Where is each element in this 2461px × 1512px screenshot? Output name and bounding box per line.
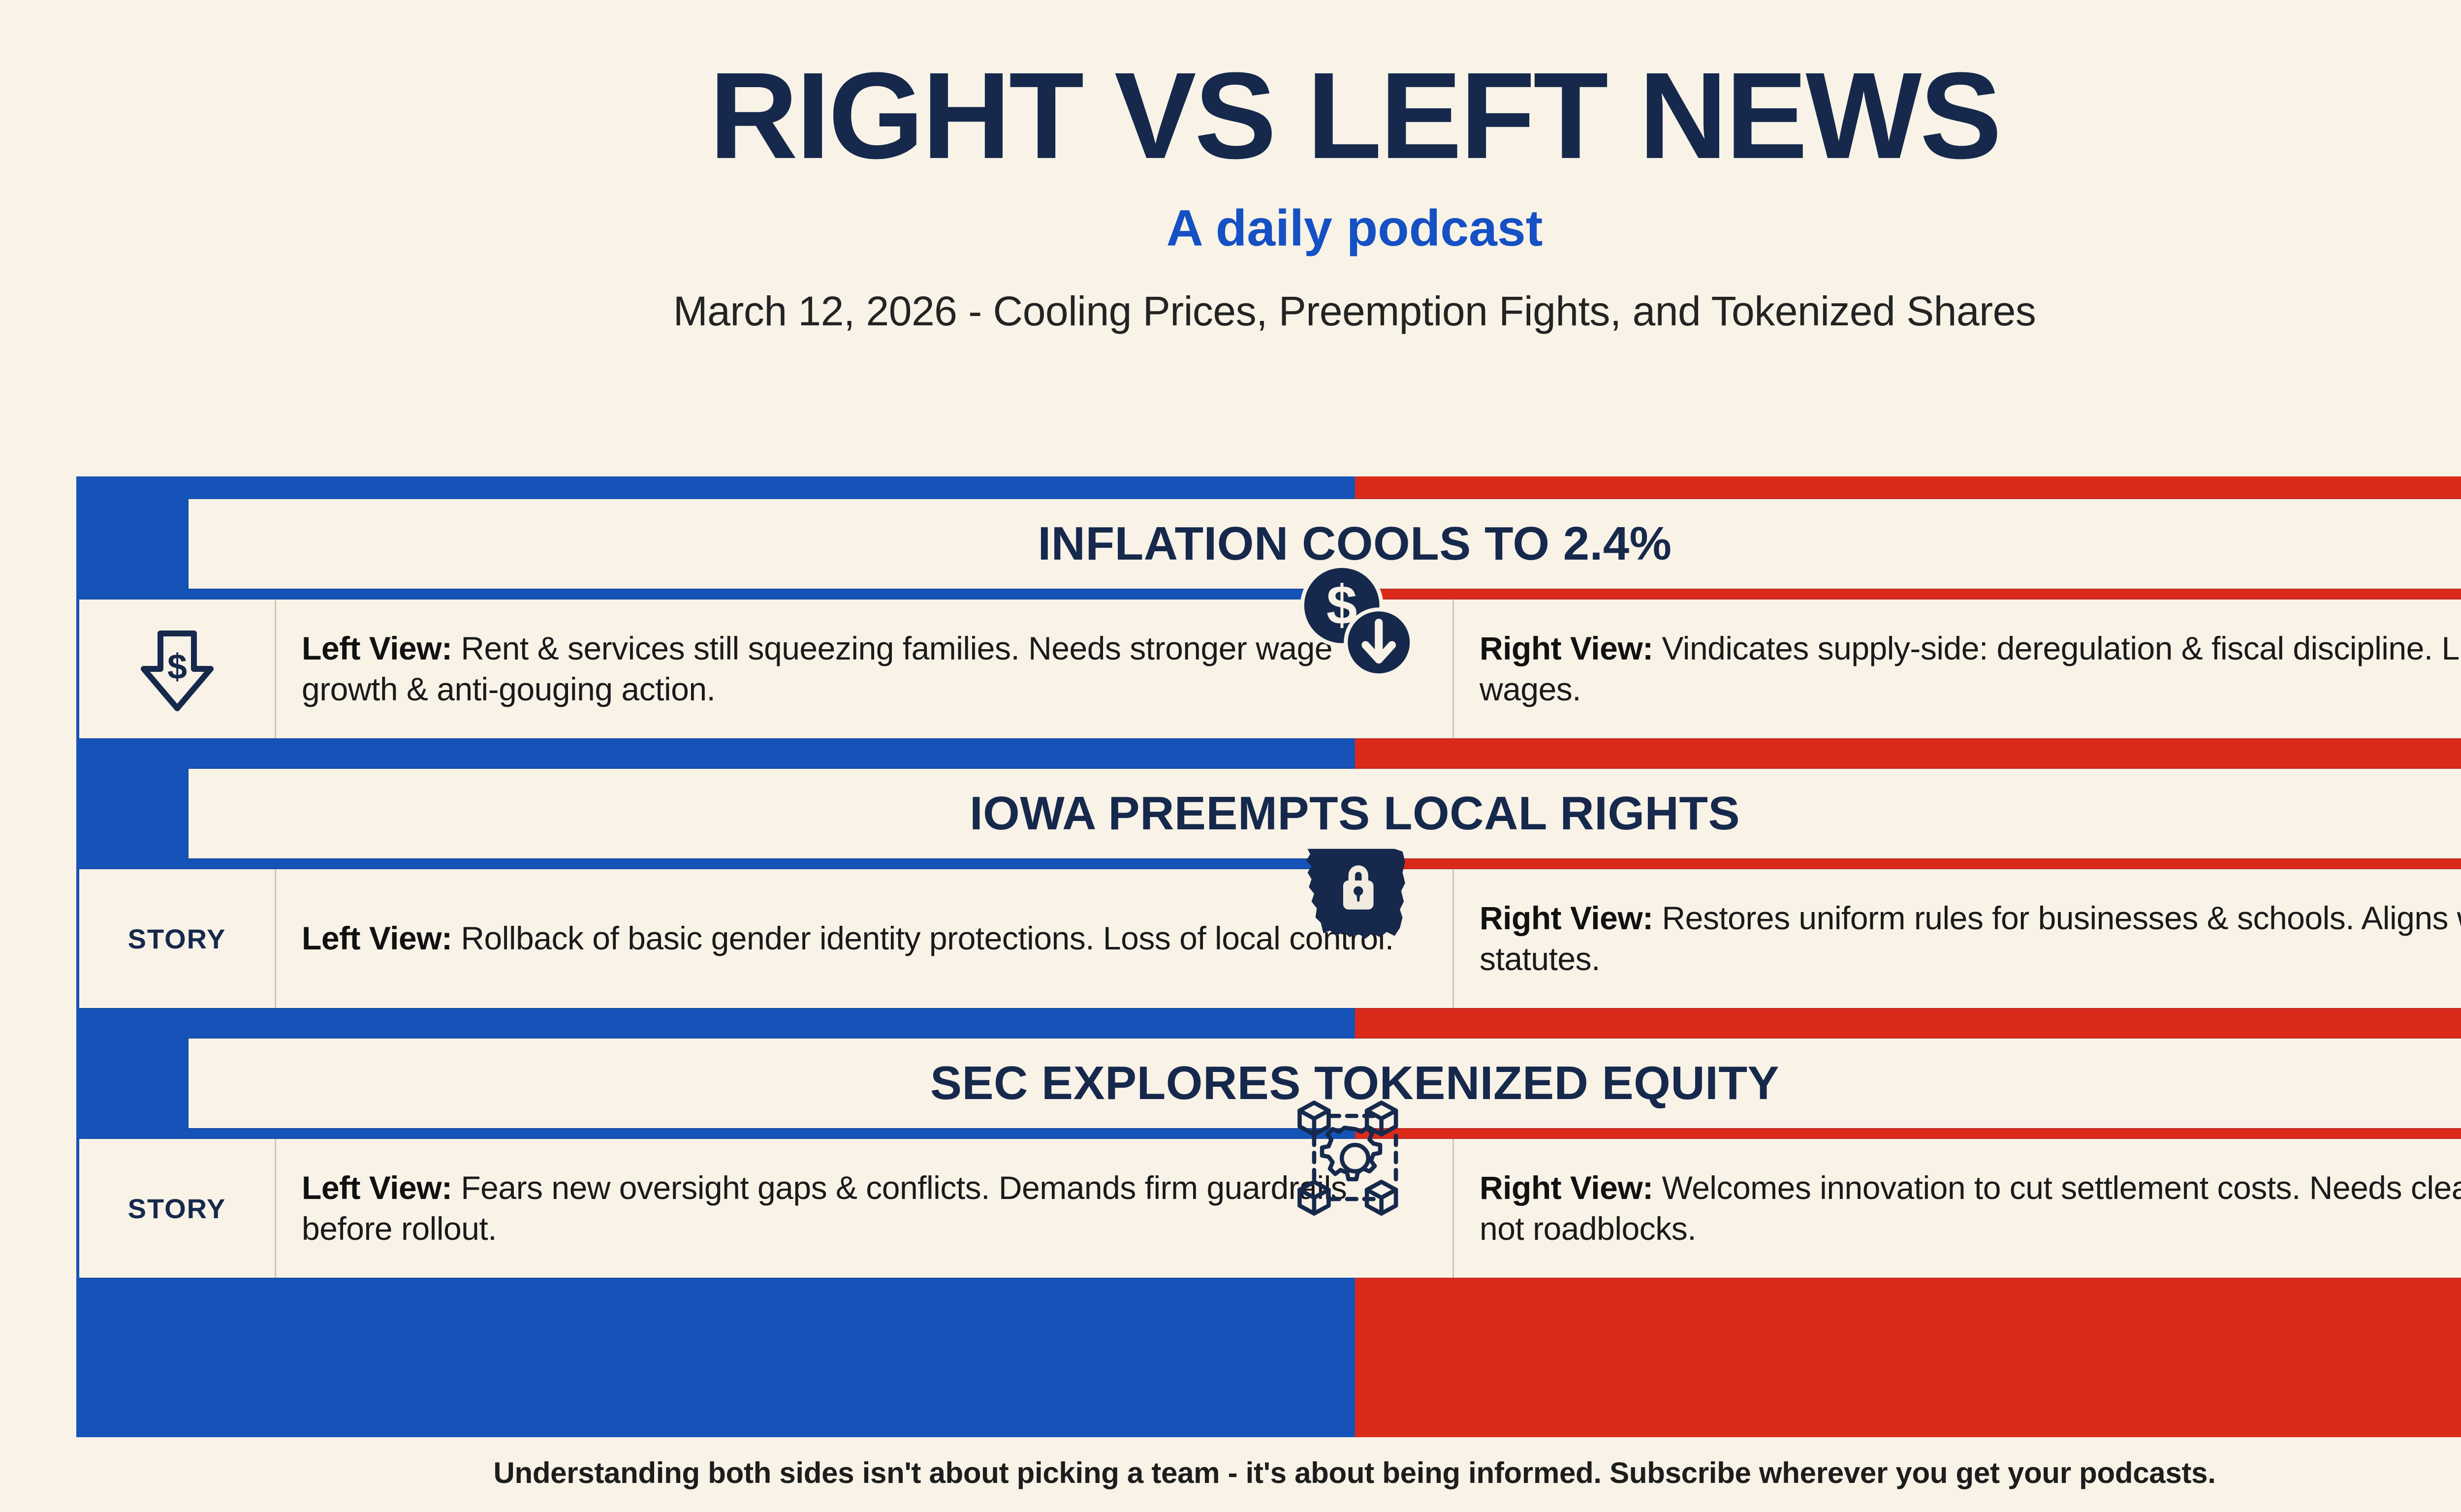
right-view-text: Right View: Vindicates supply-side: dere… — [1480, 628, 2461, 710]
right-view-body: Vindicates supply-side: deregulation & f… — [1480, 630, 2461, 707]
page-title: RIGHT VS LEFT NEWS — [709, 47, 2002, 184]
right-view-column: Right View: Welcomes innovation to cut s… — [1452, 1139, 2461, 1278]
left-view-body: Rent & services still squeezing families… — [302, 630, 1333, 707]
right-view-text: Right View: Welcomes innovation to cut s… — [1480, 1167, 2461, 1249]
footer-note: Understanding both sides isn't about pic… — [493, 1456, 2216, 1489]
right-view-body: Restores uniform rules for businesses & … — [1480, 899, 2461, 977]
story-headline-card[interactable]: IOWA PREEMPTS LOCAL RIGHTS — [189, 769, 2461, 858]
left-view-label: Left View: — [302, 920, 452, 957]
left-view-label: Left View: — [302, 630, 452, 666]
status-badge: STORY — [127, 923, 226, 954]
left-view-body: Rollback of basic gender identity protec… — [452, 920, 1394, 957]
story-headline-card[interactable]: SEC EXPLORES TOKENIZED EQUITY — [189, 1039, 2461, 1128]
story-body-card: $ Left View: Rent & services still squee… — [79, 564, 2461, 738]
story-list: INFLATION COOLS TO 2.4% $ Left View: Ren… — [76, 476, 2461, 1437]
right-view-label: Right View: — [1480, 899, 1653, 936]
right-view-column: Right View: Vindicates supply-side: dere… — [1452, 599, 2461, 738]
left-view-text: Left View: Rent & services still squeezi… — [302, 628, 1427, 710]
right-view-label: Right View: — [1480, 630, 1653, 666]
story-headline: SEC EXPLORES TOKENIZED EQUITY — [930, 1057, 1779, 1109]
story-body-card: STORY Left View: Rollback of basic gende… — [79, 849, 2461, 1008]
episode-dateline: March 12, 2026 - Cooling Prices, Preempt… — [673, 288, 2036, 334]
podcast-subtitle: A daily podcast — [1166, 200, 1543, 257]
right-view-text: Right View: Restores uniform rules for b… — [1480, 898, 2461, 979]
poster-header: RIGHT VS LEFT NEWS A daily podcast March… — [0, 0, 2461, 335]
story-body-card: STORY Left View: Fears new oversight gap… — [79, 1101, 2461, 1278]
story-badge-column: STORY — [79, 1139, 276, 1278]
right-view-column: Right View: Restores uniform rules for b… — [1452, 869, 2461, 1008]
story-badge-column: $ — [79, 599, 276, 738]
left-view-label: Left View: — [302, 1169, 452, 1206]
story-badge-column: STORY — [79, 869, 276, 1008]
story-item: INFLATION COOLS TO 2.4% $ Left View: Ren… — [76, 499, 2461, 738]
left-view-text: Left View: Fears new oversight gaps & co… — [302, 1167, 1427, 1249]
right-view-label: Right View: — [1480, 1169, 1653, 1206]
left-view-column: Left View: Fears new oversight gaps & co… — [276, 1139, 1452, 1278]
left-view-column: Left View: Rent & services still squeezi… — [276, 599, 1452, 738]
left-view-column: Left View: Rollback of basic gender iden… — [276, 869, 1452, 1008]
dollar-down-arrow-icon: $ — [140, 630, 214, 711]
left-view-text: Left View: Rollback of basic gender iden… — [302, 918, 1394, 959]
svg-text:$: $ — [167, 647, 187, 687]
right-view-body: Welcomes innovation to cut settlement co… — [1480, 1169, 2461, 1247]
story-item: IOWA PREEMPTS LOCAL RIGHTS STORY Left Vi… — [76, 769, 2461, 1008]
left-right-panel: INFLATION COOLS TO 2.4% $ Left View: Ren… — [76, 476, 2461, 1437]
story-headline: IOWA PREEMPTS LOCAL RIGHTS — [969, 787, 1740, 840]
left-view-body: Fears new oversight gaps & conflicts. De… — [302, 1169, 1347, 1247]
story-headline-card[interactable]: INFLATION COOLS TO 2.4% — [189, 499, 2461, 589]
status-badge: STORY — [127, 1193, 226, 1224]
story-headline: INFLATION COOLS TO 2.4% — [1038, 517, 1672, 570]
story-item: SEC EXPLORES TOKENIZED EQUITY STORY Left… — [76, 1039, 2461, 1278]
